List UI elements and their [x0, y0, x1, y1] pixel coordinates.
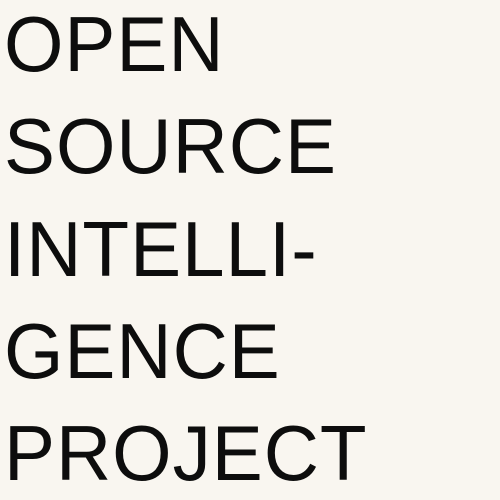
- title-line-2: SOURCE: [4, 102, 337, 190]
- title-line-4: GENCE: [4, 307, 281, 395]
- title-line-3: INTELLI-: [4, 205, 318, 293]
- title-line-5: PROJECT: [4, 409, 368, 497]
- project-title: OPEN SOURCE INTELLI- GENCE PROJECT: [4, 0, 496, 500]
- title-line-1: OPEN: [4, 0, 225, 88]
